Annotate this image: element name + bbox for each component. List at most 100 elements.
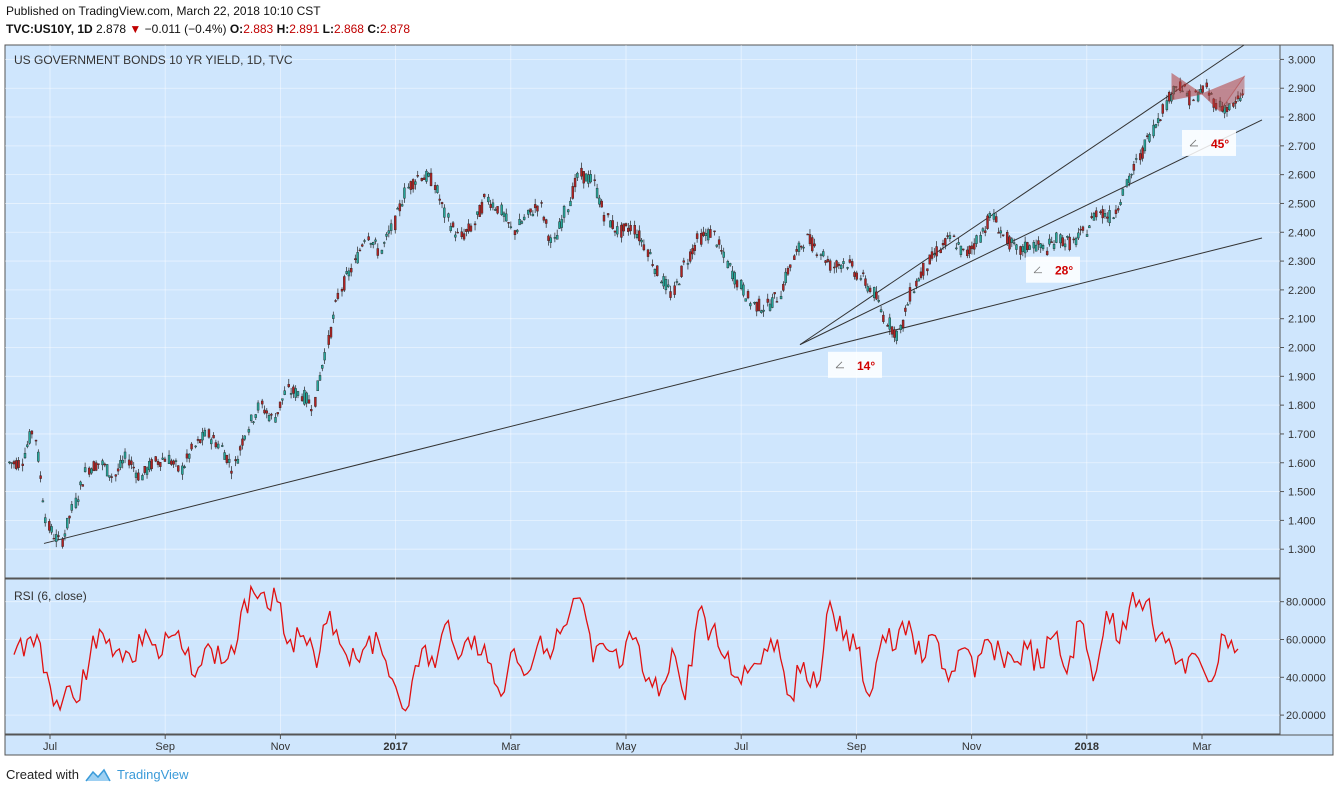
candle-body: [966, 249, 969, 257]
candle-body: [600, 200, 603, 208]
candle-body: [622, 223, 625, 232]
candle-body: [81, 484, 85, 487]
candle-body: [1165, 100, 1169, 110]
candle-body: [1092, 212, 1096, 221]
candle-body: [616, 226, 619, 235]
y-tick-label: 1.500: [1288, 487, 1316, 499]
candle-body: [34, 439, 38, 442]
candle-body: [50, 526, 53, 533]
candle-body: [121, 459, 124, 464]
open-label: O:: [229, 22, 244, 36]
candle-body: [274, 417, 277, 423]
candle-body: [1081, 226, 1085, 231]
candle-body: [247, 429, 251, 433]
candle-body: [678, 283, 681, 286]
candle-body: [853, 272, 856, 277]
candle-body: [252, 421, 255, 423]
candle-body: [1161, 104, 1164, 114]
y-tick-label: 1.800: [1288, 400, 1316, 412]
angle-label-text: 28°: [1055, 264, 1073, 278]
candle-body: [177, 465, 180, 472]
candle-body: [154, 456, 157, 462]
candle-body: [1106, 216, 1109, 219]
candle-body: [629, 225, 632, 232]
candle-body: [935, 246, 938, 257]
candle-body: [440, 202, 444, 205]
candle-body: [425, 170, 428, 182]
candle-body: [411, 179, 415, 190]
candle-body: [850, 261, 854, 267]
candle-body: [502, 212, 506, 217]
candle-body: [1114, 209, 1118, 214]
candle-body: [407, 186, 410, 189]
candle-body: [1010, 238, 1014, 243]
candle-body: [323, 352, 326, 361]
candle-body: [230, 470, 233, 474]
candle-body: [110, 476, 113, 478]
candle-body: [400, 204, 404, 207]
candle-body: [225, 455, 229, 463]
x-tick-label: Sep: [155, 741, 175, 753]
candle-body: [735, 280, 739, 288]
candle-body: [101, 460, 104, 466]
candle-body: [908, 287, 912, 302]
candle-body: [864, 278, 867, 286]
candle-body: [305, 392, 308, 404]
angle-label-text: 14°: [857, 359, 875, 373]
price-pane[interactable]: [4, 44, 1281, 579]
candle-body: [906, 304, 909, 306]
candle-body: [1015, 244, 1018, 250]
candle-body: [1192, 99, 1195, 102]
candle-body: [981, 228, 985, 232]
candle-body: [1055, 232, 1058, 243]
candle-body: [824, 260, 827, 263]
candle-body: [1112, 217, 1115, 220]
rsi-title: RSI (6, close): [14, 589, 87, 603]
candle-body: [968, 245, 971, 254]
candle-body: [134, 472, 138, 478]
candle-body: [793, 255, 796, 260]
candle-body: [915, 280, 918, 287]
rsi-pane[interactable]: [4, 578, 1281, 735]
candle-body: [709, 229, 712, 238]
trendline: [43, 237, 1263, 544]
candle-body: [675, 281, 679, 283]
candle-body: [420, 178, 424, 181]
candle-body: [1032, 241, 1036, 249]
brand-name[interactable]: TradingView: [116, 767, 189, 782]
candle-body: [105, 464, 109, 477]
candle-body: [307, 399, 311, 404]
candle-body: [137, 472, 140, 481]
candle-body: [97, 463, 100, 465]
candle-body: [589, 174, 592, 183]
candle-body: [163, 458, 167, 462]
candle-body: [294, 388, 297, 398]
candle-body: [159, 462, 162, 467]
candle-body: [584, 173, 588, 182]
candle-body: [170, 460, 173, 465]
candle-body: [795, 249, 798, 252]
x-tick-label: Mar: [1193, 741, 1212, 753]
chart[interactable]: 3.000 2.900 2.800 2.700 2.600 2.500 2.400 2.300…: [0, 40, 1338, 760]
candle-body: [835, 260, 838, 268]
candle-body: [560, 219, 563, 228]
candle-body: [1143, 139, 1147, 152]
high-label: H:: [276, 22, 290, 36]
candle-body: [1125, 179, 1129, 187]
candle-body: [562, 206, 566, 218]
rsi-line: [13, 584, 1239, 712]
candle-body: [491, 202, 495, 208]
candle-body: [899, 325, 902, 330]
candle-body: [354, 258, 357, 261]
candle-body: [866, 286, 869, 292]
candle-body: [859, 278, 863, 280]
candle-body: [806, 233, 809, 236]
candle-body: [928, 254, 931, 265]
candle-body: [456, 231, 459, 234]
candle-body: [443, 207, 446, 218]
candle-body: [1068, 236, 1071, 250]
candle-body: [999, 230, 1003, 234]
chart-title: US GOVERNMENT BONDS 10 YR YIELD, 1D, TVC: [14, 53, 293, 67]
candle-body: [518, 219, 521, 226]
candle-body: [21, 463, 24, 466]
